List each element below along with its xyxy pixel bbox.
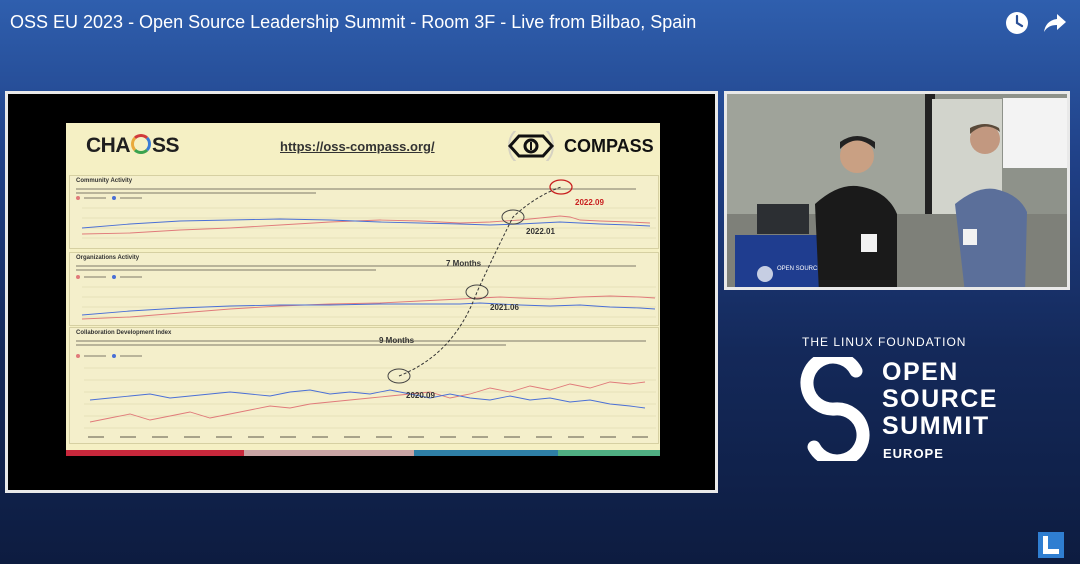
color-stripe-blue [414,450,558,456]
compass-logo-text: COMPASS [564,136,654,156]
label-7-months: 7 Months [446,259,482,268]
peak-circle-2022-09 [549,179,573,195]
color-stripe-red [66,450,244,456]
panel-collaboration-development-index: Collaboration Development Index [69,327,659,444]
label-2020-09: 2020.09 [406,391,435,400]
speaker-camera-feed: OPEN SOURCE LEADERSHIP SUMMIT [724,91,1070,290]
panel-description [76,265,636,271]
compass-url-link[interactable]: https://oss-compass.org/ [280,139,435,154]
video-top-bar: OSS EU 2023 - Open Source Leadership Sum… [0,0,1080,46]
oss-logo-summit: SUMMIT [882,412,990,440]
speakers-scene: OPEN SOURCE LEADERSHIP SUMMIT [727,94,1067,287]
label-2021-06: 2021.06 [490,303,519,312]
oss-logo-europe: EUROPE [883,446,944,461]
color-stripe-pink [244,450,414,456]
slide-header: CHA SS https://oss-compass.org/ COMPASS [66,123,660,167]
clock-icon[interactable] [1004,10,1030,36]
open-source-summit-logo-icon [800,357,870,461]
share-icon[interactable] [1042,10,1068,36]
panel-title: Organizations Activity [76,255,140,261]
linux-foundation-label: THE LINUX FOUNDATION [802,335,967,349]
organizations-activity-chart [76,275,656,320]
collaboration-development-chart [76,354,656,438]
oss-logo-source: SOURCE [882,385,998,413]
panel-title: Collaboration Development Index [76,330,172,336]
panel-description [76,340,646,346]
trend-path [398,186,562,377]
chaoss-logo: CHA SS [86,134,180,157]
color-stripe-green [558,450,660,456]
community-activity-chart [76,196,656,239]
speaker-two [955,188,1027,287]
circle-2021-06 [465,284,489,300]
oss-logo-open: OPEN [882,358,959,386]
channel-watermark-icon[interactable] [1037,531,1065,559]
annotation-overlay [387,179,573,384]
label-2022-01: 2022.01 [526,227,555,236]
circle-2022-01 [501,209,525,225]
label-9-months: 9 Months [379,336,415,345]
slide: CHA SS https://oss-compass.org/ COMPASS C… [66,123,660,456]
panel-community-activity: Community Activity [69,175,659,249]
video-title[interactable]: OSS EU 2023 - Open Source Leadership Sum… [10,12,697,32]
panel-organizations-activity: Organizations Activity [69,252,659,326]
circle-2020-09 [387,368,411,384]
label-2022-09: 2022.09 [575,198,604,207]
panel-description [76,188,636,194]
panel-title: Community Activity [76,178,133,184]
slide-frame: CHA SS https://oss-compass.org/ COMPASS C… [5,91,718,493]
speaker-one [815,185,897,287]
compass-logo-icon [507,131,555,161]
